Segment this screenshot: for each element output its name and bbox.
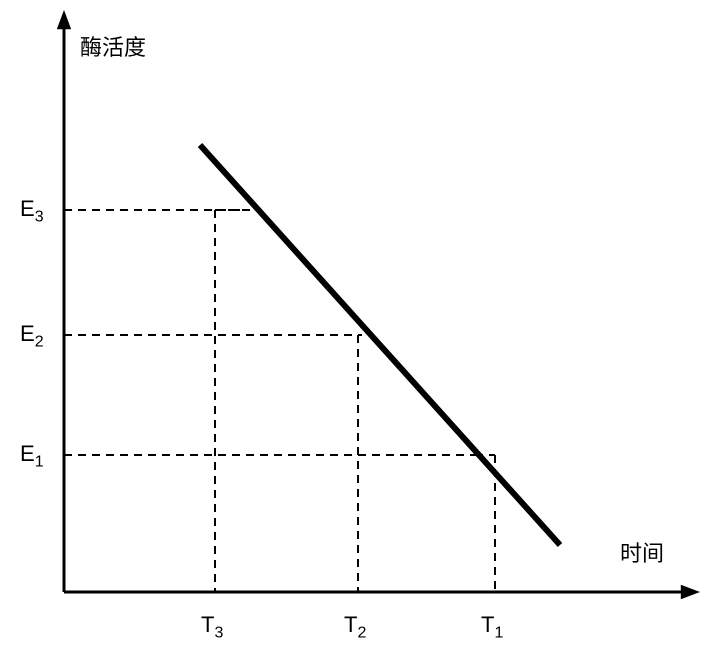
y-axis-arrow [57,10,71,29]
chart-svg [0,0,719,656]
y-tick-label-E1: E1 [20,441,44,471]
x-tick-label-T3: T3 [201,612,223,642]
x-axis-label: 时间 [620,536,664,568]
y-axis-label: 酶活度 [80,30,146,62]
y-tick-label-E2: E2 [20,321,44,351]
data-line [200,145,560,545]
x-tick-label-T1: T1 [481,612,503,642]
y-tick-label-E3: E3 [20,196,44,226]
chart-container: 酶活度 时间 E3 E2 E1 T3 T2 T1 [0,0,719,656]
x-tick-label-T2: T2 [344,612,366,642]
x-axis-arrow [681,585,700,599]
